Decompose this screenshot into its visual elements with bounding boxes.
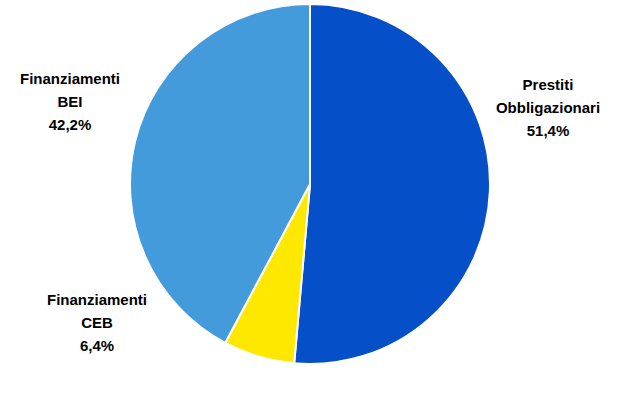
pie-slice xyxy=(130,4,310,343)
slice-label: FinanziamentiBEI xyxy=(20,70,120,110)
data-label: 6,4% xyxy=(80,337,114,354)
chart-container: PrestitiObbligazionari 51,4% Finanziamenti… xyxy=(0,0,639,399)
slice-label: PrestitiObbligazionari xyxy=(496,76,600,116)
data-label: 51,4% xyxy=(527,122,570,139)
data-label: 42,2% xyxy=(49,116,92,133)
slices xyxy=(130,4,490,364)
pie-chart: PrestitiObbligazionari 51,4% Finanziamenti… xyxy=(0,0,639,399)
slice-label: FinanziamentiCEB xyxy=(47,291,147,331)
pie-slice xyxy=(294,4,490,364)
